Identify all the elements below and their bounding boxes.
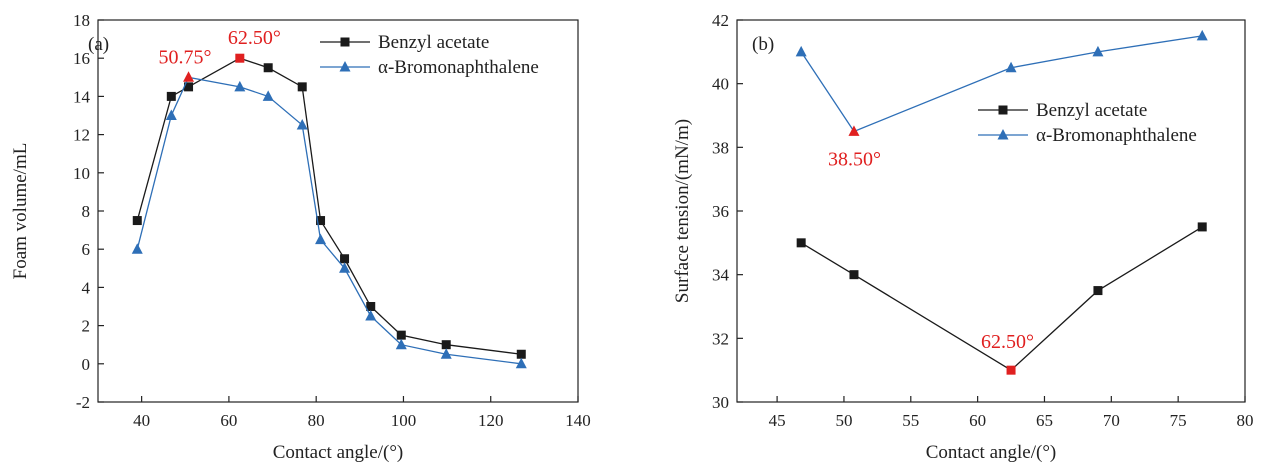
data-point xyxy=(515,357,527,369)
data-point xyxy=(440,348,452,359)
data-point xyxy=(1197,222,1207,232)
y-tick-label: 38 xyxy=(712,138,729,157)
data-point xyxy=(339,262,351,273)
legend-label: α-Bromonaphthalene xyxy=(378,57,539,78)
legend-marker xyxy=(339,61,351,72)
data-point xyxy=(795,45,807,57)
legend-marker xyxy=(340,37,350,47)
x-tick-label: 60 xyxy=(969,411,986,430)
series-2 xyxy=(795,29,1208,136)
x-tick-label: 65 xyxy=(1036,411,1053,430)
legend-label: Benzyl acetate xyxy=(378,32,489,53)
data-point xyxy=(1092,45,1104,57)
x-tick-label: 100 xyxy=(391,411,417,430)
chart-a: 40 60 80 100 120 140 -2 0 2 4 6 8 10 12 14 16 18 Contact … xyxy=(10,11,591,463)
legend-label: α-Bromonaphthalene xyxy=(1036,125,1197,146)
x-axis-title: Contact angle/(°) xyxy=(273,442,404,463)
y-tick-label: 40 xyxy=(712,75,729,94)
data-point xyxy=(340,254,350,264)
chart-b: 45 50 55 60 65 70 75 80 30 32 34 36 38 40 42 Contact an… xyxy=(672,11,1254,463)
data-point xyxy=(849,270,859,280)
data-point xyxy=(516,349,526,359)
data-point xyxy=(183,71,195,82)
x-axis-title: Contact angle/(°) xyxy=(926,442,1057,463)
x-tick-label: 80 xyxy=(1237,411,1254,430)
y-tick-label: 0 xyxy=(82,355,91,374)
data-point xyxy=(131,243,143,254)
y-tick-label: 42 xyxy=(712,11,729,30)
data-point xyxy=(1005,61,1017,73)
legend: Benzyl acetate α-Bromonaphthalene xyxy=(978,100,1197,146)
data-point xyxy=(316,216,326,226)
data-point xyxy=(235,53,245,63)
data-point xyxy=(234,80,246,92)
annotation-label: 50.75° xyxy=(159,46,212,68)
x-tick-label: 80 xyxy=(308,411,325,430)
y-axis-title: Foam volume/mL xyxy=(10,143,31,280)
panel-label: (a) xyxy=(88,34,109,55)
y-tick-label: 36 xyxy=(712,202,729,221)
legend: Benzyl acetate α-Bromonaphthalene xyxy=(320,32,539,78)
data-point xyxy=(165,109,177,120)
annotation-label: 62.50° xyxy=(981,331,1034,353)
x-tick-label: 55 xyxy=(902,411,919,430)
x-tick-label: 70 xyxy=(1103,411,1120,430)
legend-label: Benzyl acetate xyxy=(1036,100,1147,121)
data-point xyxy=(395,338,407,350)
y-tick-label: 18 xyxy=(73,11,90,30)
data-point xyxy=(441,340,451,350)
series-line xyxy=(136,57,522,355)
data-point xyxy=(1006,365,1016,375)
y-tick-label: 14 xyxy=(73,87,91,106)
x-tick-label: 40 xyxy=(133,411,150,430)
data-point xyxy=(166,91,176,101)
y-tick-label: 8 xyxy=(82,202,91,221)
y-tick-label: 16 xyxy=(73,49,90,68)
data-point xyxy=(848,125,860,136)
y-tick-label: 4 xyxy=(82,278,91,297)
data-point xyxy=(796,238,806,248)
data-point xyxy=(297,82,307,92)
x-tick-label: 140 xyxy=(565,411,591,430)
x-tick-label: 50 xyxy=(835,411,852,430)
x-tick-label: 120 xyxy=(478,411,504,430)
legend-marker xyxy=(998,105,1008,115)
data-point xyxy=(262,90,274,101)
x-tick-label: 45 xyxy=(769,411,786,430)
y-tick-label: 30 xyxy=(712,393,729,412)
x-tick-label: 60 xyxy=(220,411,237,430)
annotation-label: 38.50° xyxy=(828,148,881,170)
legend-marker xyxy=(997,129,1009,140)
panel-label: (b) xyxy=(752,34,774,55)
y-tick-label: 2 xyxy=(82,317,91,336)
data-point xyxy=(184,82,194,92)
series-2 xyxy=(131,71,527,369)
y-axis-title: Surface tension/(mN/m) xyxy=(672,119,693,303)
y-tick-label: 12 xyxy=(73,126,90,145)
y-tick-label: 32 xyxy=(712,329,729,348)
annotation-label: 62.50° xyxy=(228,27,281,49)
y-tick-label: 10 xyxy=(73,164,90,183)
data-point xyxy=(1093,286,1103,296)
x-tick-label: 75 xyxy=(1170,411,1187,430)
data-point xyxy=(1196,29,1208,41)
data-point xyxy=(315,233,327,245)
data-point xyxy=(365,310,377,321)
y-tick-label: 34 xyxy=(712,266,730,285)
series-line xyxy=(136,76,522,365)
series-1 xyxy=(796,222,1207,375)
series-1 xyxy=(132,53,526,359)
y-tick-label: 6 xyxy=(82,240,91,259)
data-point xyxy=(263,63,273,73)
data-point xyxy=(132,216,142,226)
y-tick-label: -2 xyxy=(76,393,90,412)
data-point xyxy=(396,330,406,340)
data-point xyxy=(366,302,376,311)
data-point xyxy=(296,119,308,130)
